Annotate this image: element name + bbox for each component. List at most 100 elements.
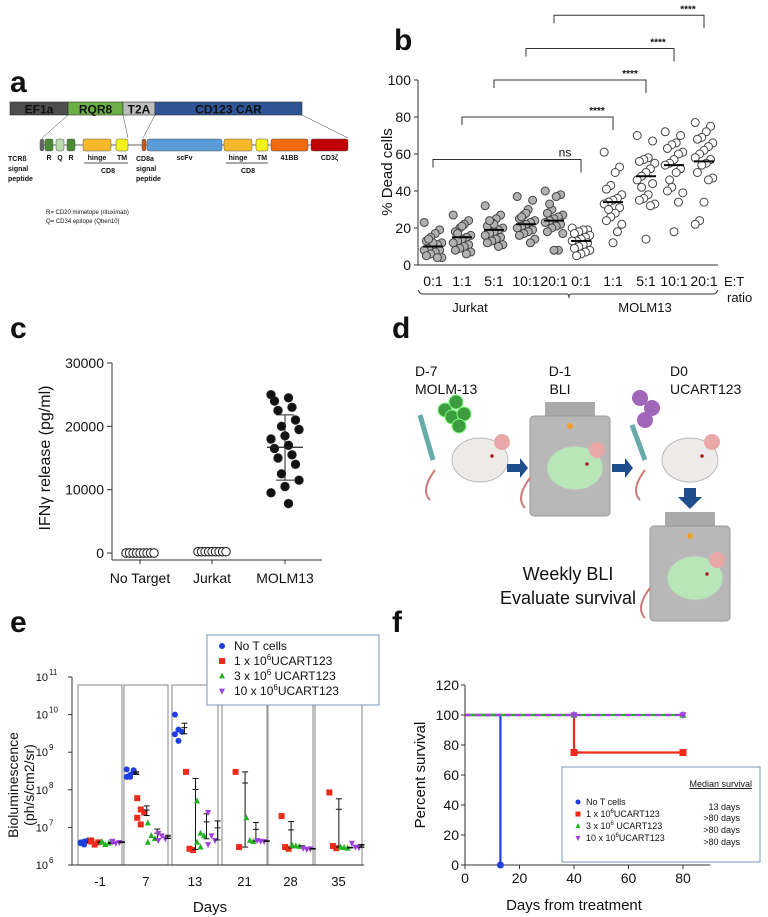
domain-label: R — [46, 155, 51, 162]
legend-label: No T cells — [234, 639, 287, 653]
significance-bracket — [525, 48, 675, 62]
data-point — [261, 839, 268, 846]
legend-label-part: 10 x 10 — [234, 684, 274, 698]
data-point — [282, 844, 289, 851]
cd8-label: CD8 — [101, 168, 115, 175]
data-point — [194, 838, 201, 845]
panel-letter-c: c — [10, 312, 27, 345]
x-axis-label: Days from treatment — [506, 897, 643, 914]
x-tick-label: 10:1 — [512, 273, 539, 289]
legend-label: 3 x 106 UCART123 — [586, 821, 662, 831]
significance-bracket — [493, 79, 647, 93]
y-tick-label: 40 — [395, 183, 411, 199]
domain-label: hinge — [229, 155, 248, 162]
data-point — [648, 136, 658, 146]
data-point — [610, 168, 620, 177]
legend-label-exponent: 6 — [267, 653, 272, 662]
data-point — [276, 421, 287, 432]
legend-label: 1 x 106UCART123 — [234, 653, 333, 668]
data-point — [201, 832, 208, 839]
data-point — [617, 219, 627, 229]
data-point — [432, 253, 442, 263]
data-point — [276, 469, 287, 479]
data-point — [348, 840, 355, 847]
construct-segment — [154, 101, 303, 116]
data-point — [246, 836, 253, 843]
data-point — [690, 118, 700, 128]
x-tick-label: 80 — [675, 870, 691, 886]
data-point — [236, 844, 243, 851]
legend-label-part: 3 x 10 — [586, 821, 611, 831]
mouse-tail — [520, 477, 531, 509]
data-point — [269, 443, 280, 454]
survival-marker — [570, 749, 578, 756]
footnote-r: R= CD20 mimetope (rituximab) — [46, 210, 129, 216]
legend-box — [561, 766, 761, 863]
legend-label-part: UCART123 — [614, 809, 660, 819]
cd8a-signal-peptide-label: signal — [136, 166, 156, 173]
x-tick-label: 5:1 — [636, 273, 656, 289]
x-tick-label: 40 — [566, 870, 582, 886]
y-tick-label: 10 — [36, 860, 48, 872]
y-tick-label: 10 — [36, 822, 48, 834]
domain-label: Q — [57, 155, 63, 162]
data-point — [480, 230, 490, 240]
data-point — [290, 459, 301, 470]
y-tick-label: 0 — [451, 857, 459, 873]
domain-block — [66, 138, 76, 152]
data-point — [660, 127, 670, 137]
t-cell-icon — [644, 400, 660, 416]
domain-block — [115, 138, 129, 152]
survival-line — [465, 713, 502, 865]
y-tick-label: 10 — [36, 672, 48, 684]
data-point — [525, 238, 535, 248]
significance-bracket — [553, 14, 705, 29]
domain-block — [223, 138, 253, 152]
survival-marker — [679, 712, 687, 720]
legend-marker — [575, 799, 581, 805]
zoom-connector — [301, 114, 349, 139]
x-tick-label: 20:1 — [540, 273, 567, 289]
data-point — [551, 192, 561, 202]
legend-label: 1 x 106UCART123 — [586, 809, 660, 819]
data-point — [182, 768, 189, 775]
data-point — [221, 547, 231, 557]
group-label-molm13: MOLM13 — [618, 300, 671, 315]
data-point — [137, 821, 144, 828]
data-point — [189, 847, 196, 854]
legend-label-part: 10 x 10 — [586, 833, 616, 843]
data-point — [144, 819, 151, 826]
data-point — [269, 396, 280, 406]
median-survival-value: >80 days — [703, 837, 740, 847]
mouse-ear — [589, 442, 605, 458]
y-tick-label: 80 — [443, 737, 459, 753]
data-point — [599, 147, 609, 157]
legend-label-part: No T cells — [234, 639, 287, 653]
data-point — [669, 227, 679, 237]
x-axis-label: ratio — [727, 290, 752, 305]
zoom-connector — [41, 114, 69, 139]
data-point — [634, 156, 644, 166]
legend-marker — [575, 836, 581, 841]
data-point — [123, 766, 130, 773]
legend-label-exponent: 6 — [611, 821, 615, 827]
data-point — [285, 845, 292, 852]
data-point — [186, 845, 193, 852]
y-tick-label: 0 — [96, 545, 104, 561]
data-point — [665, 175, 675, 185]
mouse-eye — [585, 462, 589, 466]
y-tick-label: 10000 — [65, 482, 104, 498]
y-axis-label: % Dead cells — [379, 128, 396, 216]
data-point — [289, 841, 296, 848]
x-tick-label: 60 — [621, 870, 637, 886]
data-point — [337, 843, 344, 850]
x-tick-label: 1:1 — [452, 273, 472, 289]
data-point — [671, 168, 681, 177]
x-tick-label: 35 — [331, 874, 345, 889]
x-tick-label: 10:1 — [660, 273, 687, 289]
y-tick-exponent: 7 — [49, 818, 54, 827]
cd8-label: CD8 — [241, 168, 255, 175]
mouse-body — [451, 437, 509, 483]
domain-label: hinge — [88, 155, 107, 162]
